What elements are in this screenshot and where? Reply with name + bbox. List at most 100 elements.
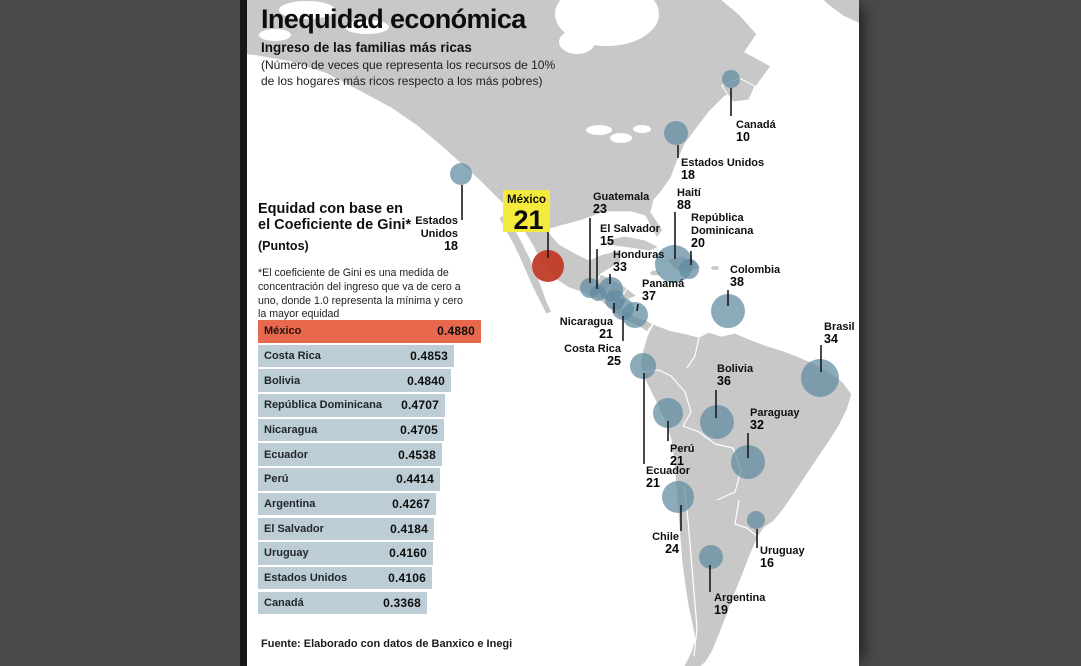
bar-country-label: El Salvador xyxy=(264,522,324,535)
bar-value-label: 0.4880 xyxy=(437,324,475,339)
bar-country-label: Costa Rica xyxy=(264,349,321,362)
map-marker-label: Paraguay 32 xyxy=(750,407,800,432)
leader-line xyxy=(636,303,639,312)
map-marker-label: República Dominicana 20 xyxy=(691,212,754,250)
map-marker-label: Honduras 33 xyxy=(613,249,664,274)
bar-row: México 0.4880 xyxy=(258,320,481,343)
water-great-lake-1 xyxy=(586,125,612,135)
page-subtitle: Ingreso de las familias más ricas xyxy=(261,40,472,56)
bar-row: Nicaragua 0.4705 xyxy=(258,418,444,442)
map-bubble xyxy=(711,294,745,328)
bar-value-label: 0.4267 xyxy=(392,497,430,512)
map-marker-label: Nicaragua 21 xyxy=(560,316,614,341)
water-arctic-2 xyxy=(345,20,389,34)
land-cuba xyxy=(604,235,661,252)
map-bubble xyxy=(747,511,765,529)
bar-row: Bolivia 0.4840 xyxy=(258,369,451,392)
land-baja xyxy=(498,213,553,315)
map-marker-label: Perú 21 xyxy=(670,443,694,468)
map-marker-label: Guatemala 23 xyxy=(593,191,650,216)
map-marker-label: Brasil 34 xyxy=(824,321,855,346)
map-bubble xyxy=(630,353,656,379)
subtitle-note: (Número de veces que representa los recu… xyxy=(261,58,591,90)
map-bubble xyxy=(679,259,699,279)
bubble-layer xyxy=(450,70,839,569)
infographic-page: Canadá 10 Estados Unidos 18 Estados Unidos 18 M… xyxy=(247,0,859,666)
leader-line-layer xyxy=(461,88,822,592)
water-arctic-3 xyxy=(259,29,291,41)
map-marker-label: Bolivia 36 xyxy=(717,363,754,388)
source-line: Fuente: Elaborado con datos de Banxico e… xyxy=(261,638,513,650)
bar-country-label: Ecuador xyxy=(264,448,309,461)
header: Inequidad económica Ingreso de las famil… xyxy=(261,5,591,90)
bar-country-label: Canadá xyxy=(264,596,304,609)
bar-row: Uruguay 0.4160 xyxy=(258,542,433,565)
water-arctic-1 xyxy=(279,1,335,19)
map-bubble xyxy=(801,359,839,397)
map-label-layer: Canadá 10 Estados Unidos 18 Estados Unidos 18 M… xyxy=(415,119,854,617)
map-marker-label: Canadá 10 xyxy=(736,119,777,144)
highlight-label-box xyxy=(503,190,550,232)
bar-row: El Salvador 0.4184 xyxy=(258,517,434,540)
map-bubble xyxy=(653,398,683,428)
bar-row: Ecuador 0.4538 xyxy=(258,443,442,466)
map-marker-label: Haití 88 xyxy=(677,187,702,212)
map-bubble xyxy=(450,163,472,185)
map-marker-label: Chile 24 xyxy=(652,531,679,556)
bar-value-label: 0.4707 xyxy=(401,398,439,413)
water-hudson-bay-s xyxy=(559,30,595,54)
map-marker-label: Panamá 37 xyxy=(642,278,685,303)
highlight-value-label: 21 xyxy=(513,205,543,235)
bar-row: Canadá 0.3368 xyxy=(258,591,427,615)
map-bubble xyxy=(532,250,564,282)
land-greenland-corner xyxy=(822,0,859,24)
map-bubble xyxy=(612,298,634,320)
page-left-edge xyxy=(240,0,247,666)
page-title: Inequidad económica xyxy=(261,4,526,34)
americas-map: Canadá 10 Estados Unidos 18 Estados Unidos 18 M… xyxy=(247,0,859,666)
gini-bar-chart: México 0.4880 Costa Rica 0.4853 Bolivia 0.484… xyxy=(258,320,498,616)
map-marker-label: Uruguay 16 xyxy=(760,545,806,570)
bar-country-label: Uruguay xyxy=(264,547,309,560)
map-bubble xyxy=(731,445,765,479)
map-bubble xyxy=(722,70,740,88)
bar-value-label: 0.4160 xyxy=(389,546,427,561)
bar-value-label: 0.4840 xyxy=(407,373,445,388)
bar-country-label: México xyxy=(264,325,302,338)
bar-value-label: 0.4184 xyxy=(390,521,428,536)
gini-unit: (Puntos) xyxy=(258,239,309,254)
bar-value-label: 0.4853 xyxy=(410,348,448,363)
water-great-lake-3 xyxy=(633,125,651,133)
bar-country-label: Bolivia xyxy=(264,374,301,387)
bar-value-label: 0.4705 xyxy=(400,423,438,437)
bar-row: Argentina 0.4267 xyxy=(258,492,436,516)
bar-row: República Dominicana 0.4707 xyxy=(258,394,445,417)
gini-legend: Equidad con base en el Coeficiente de Gi… xyxy=(258,201,476,322)
gini-footnote: *El coeficiente de Gini es una medida de… xyxy=(258,267,463,321)
bar-country-label: Perú xyxy=(264,473,289,486)
map-marker-label: Estados Unidos 18 xyxy=(681,157,764,182)
bar-country-label: Argentina xyxy=(264,498,316,511)
map-marker-label: Colombia 38 xyxy=(730,264,781,289)
map-bubble xyxy=(664,121,688,145)
bar-row: Estados Unidos 0.4106 xyxy=(258,566,432,590)
water-great-lake-2 xyxy=(610,133,632,143)
map-marker-label: Costa Rica 25 xyxy=(564,343,622,368)
bar-value-label: 0.4538 xyxy=(398,447,436,462)
bar-row: Costa Rica 0.4853 xyxy=(258,344,454,368)
bar-value-label: 0.3368 xyxy=(383,595,421,610)
bar-row: Perú 0.4414 xyxy=(258,468,440,491)
map-bubble xyxy=(662,481,694,513)
gini-heading: Equidad con base en el Coeficiente de Gi… xyxy=(258,201,476,233)
bar-country-label: Estados Unidos xyxy=(264,572,348,585)
map-bubble xyxy=(699,545,723,569)
gini-heading-line1: Equidad con base en xyxy=(258,201,404,217)
subtitle-note-line1: (Número de veces que representa los recu… xyxy=(261,58,556,73)
bar-value-label: 0.4414 xyxy=(396,472,434,487)
land-puerto-rico xyxy=(711,266,719,270)
bar-value-label: 0.4106 xyxy=(388,571,426,586)
subtitle-note-line2: de los hogares más ricos respecto a los … xyxy=(261,74,543,89)
map-marker-label: Ecuador 21 xyxy=(646,465,691,490)
bar-country-label: República Dominicana xyxy=(264,399,382,412)
